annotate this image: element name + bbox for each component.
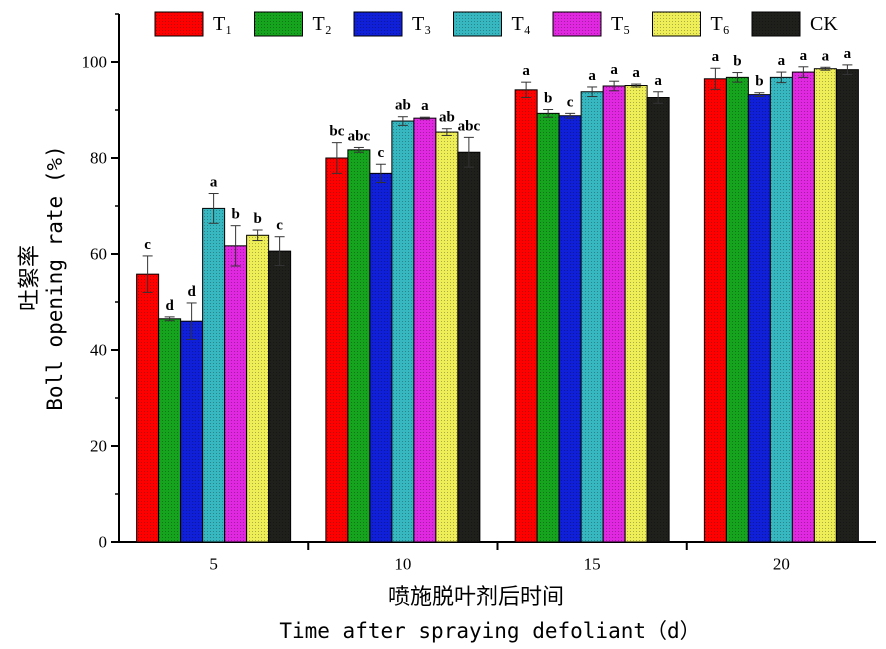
significance-label: a — [632, 65, 640, 81]
y-tick-label: 80 — [90, 149, 107, 168]
significance-label: b — [253, 211, 261, 227]
bar-texture — [603, 86, 626, 542]
bar-texture — [792, 72, 815, 542]
bar-texture — [347, 149, 370, 542]
bar-texture — [391, 121, 414, 542]
x-tick-label: 20 — [773, 555, 790, 574]
significance-label: bc — [329, 124, 344, 140]
significance-label: a — [522, 63, 530, 79]
y-tick-label: 40 — [90, 341, 107, 360]
significance-label: a — [800, 48, 808, 64]
y-tick-label: 20 — [90, 437, 107, 456]
significance-label: c — [276, 218, 283, 234]
y-ticks: 0 20 40 60 80 100 — [82, 13, 119, 552]
legend-label: T₃ — [412, 13, 431, 35]
significance-label: b — [544, 91, 552, 107]
y-tick-label: 60 — [90, 245, 107, 264]
bar-texture — [515, 89, 538, 542]
bar-texture — [814, 68, 837, 542]
bar-texture — [836, 69, 859, 543]
bar-texture — [704, 78, 727, 543]
bar-texture — [268, 251, 291, 542]
bar-texture — [581, 91, 604, 542]
bar-texture — [748, 94, 771, 542]
bar-texture — [325, 158, 348, 542]
bar-texture — [158, 318, 181, 542]
significance-label: c — [144, 237, 151, 253]
x-tick-label: 10 — [394, 555, 411, 574]
legend-label: T₆ — [711, 13, 730, 35]
x-axis-title-cn: 喷施脱叶剂后时间 — [388, 585, 564, 610]
significance-label: a — [210, 175, 218, 191]
bar-texture — [726, 77, 749, 543]
significance-label: c — [567, 94, 574, 110]
significance-label: c — [378, 145, 385, 161]
legend-label: T₅ — [611, 13, 630, 35]
significance-label: a — [654, 73, 662, 89]
significance-label: b — [755, 74, 763, 90]
legend-label: T₄ — [512, 13, 531, 35]
legend-swatch-texture — [354, 12, 402, 36]
x-ticks: 5 10 15 20 — [209, 542, 790, 574]
bar-texture — [136, 274, 159, 542]
bar-texture — [224, 245, 247, 542]
x-tick-label: 5 — [209, 555, 218, 574]
bar-texture — [647, 97, 670, 543]
bar-texture — [202, 208, 225, 542]
y-tick-label: 100 — [82, 53, 108, 72]
bar-texture — [770, 77, 793, 543]
significance-label: a — [610, 62, 618, 78]
bar-texture — [180, 321, 203, 542]
significance-label: a — [588, 68, 596, 84]
significance-label: abc — [458, 118, 481, 134]
bar-texture — [413, 118, 436, 542]
legend-label: CK — [810, 13, 838, 35]
significance-label: ab — [439, 110, 455, 126]
significance-label: ab — [395, 98, 411, 114]
bar-texture — [537, 113, 560, 543]
significance-label: a — [844, 46, 852, 62]
significance-label: a — [421, 98, 429, 114]
legend-swatch-texture — [553, 12, 601, 36]
bar-texture — [559, 115, 582, 542]
significance-label: d — [165, 298, 174, 314]
legend-swatch-texture — [254, 12, 303, 36]
legend-label: T₁ — [213, 13, 232, 35]
y-axis-title-en: Boll opening rate (%) — [43, 145, 67, 411]
legend-swatch-texture — [652, 12, 701, 36]
significance-label: a — [822, 48, 830, 64]
y-axis-title-cn: 吐絮率 — [18, 245, 43, 311]
bar-texture — [369, 173, 392, 543]
legend-swatch-texture — [155, 12, 203, 36]
significance-label: d — [187, 284, 196, 300]
legend-label: T₂ — [313, 13, 332, 35]
significance-label: a — [712, 49, 720, 65]
bar-texture — [246, 235, 269, 542]
legend-swatch-texture — [752, 12, 800, 36]
significance-label: a — [778, 53, 786, 69]
legend-swatch-texture — [453, 12, 502, 36]
significance-label: b — [231, 207, 239, 223]
x-axis-title-en: Time after spraying defoliant（d） — [279, 619, 700, 643]
bar-texture — [457, 152, 480, 543]
significance-label: b — [733, 54, 741, 70]
bar-texture — [625, 85, 648, 543]
x-tick-label: 15 — [584, 555, 601, 574]
legend: T₁ T₂ T₃ T₄ T₅ T₆ CK — [154, 11, 838, 37]
bar-texture — [435, 132, 458, 542]
significance-label: abc — [348, 128, 371, 144]
y-tick-label: 0 — [99, 533, 108, 552]
